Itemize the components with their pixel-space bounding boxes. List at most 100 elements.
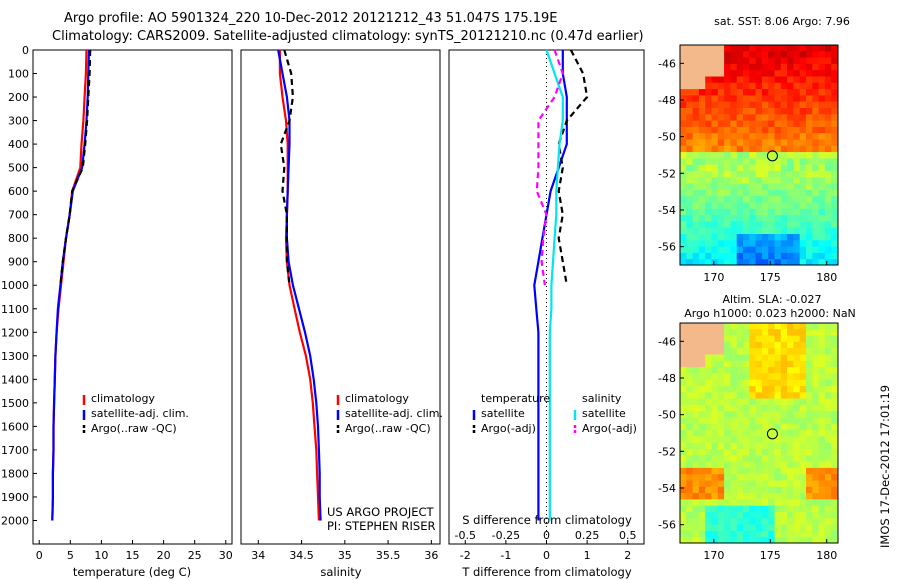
map-cell — [717, 499, 725, 507]
map-cell — [705, 89, 712, 96]
map-cell — [724, 158, 731, 166]
map-cell — [761, 392, 769, 399]
x-tick-label: 25 — [188, 549, 202, 562]
map-cell — [724, 126, 731, 134]
map-cell — [831, 449, 838, 456]
map-cell — [680, 252, 687, 260]
map-y-tick-label: -50 — [658, 409, 676, 422]
map-cell — [793, 436, 801, 444]
map-cell — [837, 505, 838, 513]
map-cell — [680, 82, 687, 90]
map-cell — [680, 215, 687, 222]
map-cell — [787, 114, 794, 121]
map-cell — [730, 486, 738, 494]
map-cell — [837, 386, 838, 393]
map-cell — [818, 177, 826, 184]
map-cell — [743, 467, 750, 475]
argo-position-marker — [766, 428, 778, 440]
map-cell — [812, 120, 819, 128]
map-cell — [692, 158, 700, 166]
map-cell — [698, 442, 706, 450]
map-cell — [837, 126, 838, 134]
map-cell — [755, 133, 763, 140]
map-cell — [774, 449, 782, 456]
map-cell — [743, 323, 750, 330]
map-cell — [724, 430, 731, 437]
map-cell — [818, 57, 826, 65]
map-cell — [680, 259, 687, 265]
map-cell — [743, 512, 750, 519]
map-cell — [780, 411, 788, 418]
map-cell — [812, 411, 819, 418]
map-cell — [837, 518, 838, 525]
map-cell — [831, 474, 838, 481]
map-cell — [736, 398, 744, 406]
map-cell — [692, 101, 700, 109]
map-cell — [824, 524, 832, 532]
map-cell — [698, 436, 706, 444]
map-cell — [780, 323, 788, 330]
map-cell — [755, 505, 763, 513]
map-cell — [680, 430, 687, 437]
map-cell — [698, 386, 706, 393]
map-cell — [787, 449, 794, 456]
map-cell — [680, 474, 687, 481]
map-cell — [724, 360, 731, 368]
map-cell — [749, 423, 756, 431]
map-cell — [711, 120, 719, 128]
map-cell — [812, 246, 819, 254]
map-cell — [780, 461, 788, 469]
map-cell — [717, 442, 725, 450]
map-cell — [831, 215, 838, 222]
map-cell — [730, 348, 738, 355]
map-cell — [705, 360, 712, 368]
map-cell — [730, 530, 738, 538]
map-cell — [692, 499, 700, 507]
map-cell — [837, 430, 838, 437]
map-cell — [730, 95, 738, 103]
map-cell — [774, 51, 782, 58]
map-cell — [730, 537, 738, 543]
map-cell — [768, 474, 775, 481]
map-cell — [724, 449, 731, 456]
map-cell — [686, 329, 693, 336]
map-cell — [824, 234, 832, 241]
map-cell — [768, 171, 775, 178]
map-cell — [761, 499, 769, 507]
s-difference-axis-label: S difference from climatology — [462, 513, 632, 527]
map-cell — [711, 45, 719, 52]
map-cell — [818, 335, 826, 343]
map-cell — [812, 530, 819, 538]
map-cell — [818, 240, 826, 247]
map-cell — [824, 436, 832, 444]
map-cell — [743, 215, 750, 222]
map-cell — [761, 411, 769, 418]
map-cell — [806, 449, 813, 456]
map-cell — [705, 82, 712, 90]
map-cell — [837, 455, 838, 462]
map-cell — [806, 82, 813, 90]
map-cell — [787, 499, 794, 507]
map-cell — [793, 45, 801, 52]
map-cell — [812, 240, 819, 247]
map-cell — [824, 467, 832, 475]
map-cell — [837, 329, 838, 336]
map-cell — [831, 442, 838, 450]
map-cell — [812, 329, 819, 336]
map-cell — [761, 70, 769, 77]
map-cell — [774, 240, 782, 247]
map-cell — [793, 404, 801, 412]
map-cell — [774, 89, 782, 96]
map-cell — [780, 189, 788, 197]
map-cell — [812, 57, 819, 65]
map-cell — [736, 386, 744, 393]
map-cell — [705, 108, 712, 115]
map-cell — [711, 461, 719, 469]
map-cell — [730, 45, 738, 52]
map-cell — [680, 70, 687, 77]
map-cell — [724, 202, 731, 210]
map-cell — [780, 164, 788, 172]
map-cell — [774, 398, 782, 406]
map-cell — [736, 354, 744, 362]
map-cell — [698, 108, 706, 115]
